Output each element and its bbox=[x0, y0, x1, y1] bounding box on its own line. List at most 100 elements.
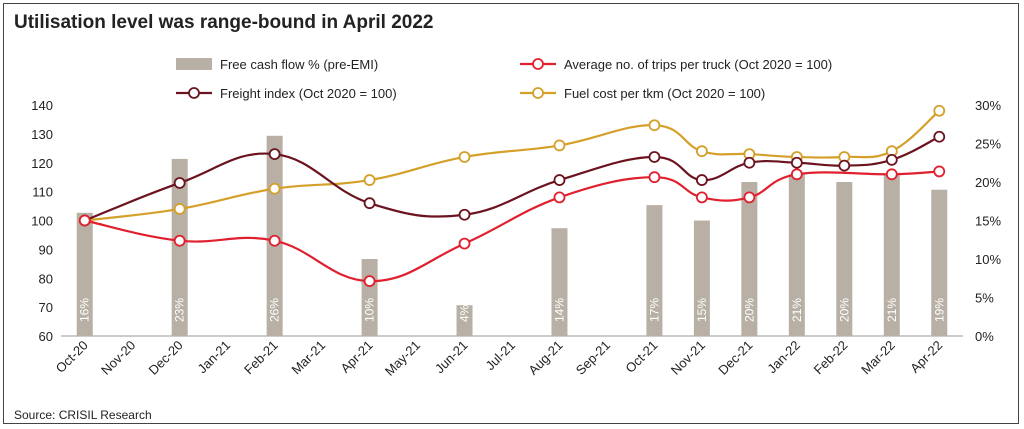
series-line bbox=[84, 135, 940, 222]
y-right-tick-label: 20% bbox=[975, 175, 1001, 190]
data-point bbox=[933, 130, 946, 143]
x-tick-label: Apr-22 bbox=[907, 338, 945, 376]
bar bbox=[788, 174, 805, 336]
bar-data-label: 19% bbox=[932, 298, 946, 322]
data-point bbox=[268, 148, 281, 160]
y-left-tick-label: 80 bbox=[39, 271, 53, 286]
data-point bbox=[268, 234, 281, 247]
data-point bbox=[268, 182, 281, 195]
bar bbox=[693, 220, 710, 336]
y-right-tick-label: 0% bbox=[975, 329, 994, 344]
chart-title: Utilisation level was range-bound in Apr… bbox=[14, 12, 434, 33]
bar-data-label: 10% bbox=[363, 298, 377, 322]
data-point bbox=[78, 214, 91, 227]
bar-data-label: 20% bbox=[742, 298, 756, 322]
legend-label: Free cash flow % (pre-EMI) bbox=[220, 57, 378, 72]
x-tick-label: Feb-21 bbox=[241, 338, 281, 378]
legend-label: Fuel cost per tkm (Oct 2020 = 100) bbox=[564, 86, 765, 101]
x-tick-label: Apr-21 bbox=[337, 338, 375, 376]
data-point bbox=[363, 174, 376, 186]
x-tick-label: Jun-21 bbox=[432, 338, 471, 377]
y-left-tick-label: 110 bbox=[32, 185, 53, 200]
legend-label: Freight index (Oct 2020 = 100) bbox=[220, 86, 397, 101]
bar bbox=[931, 189, 948, 336]
data-point bbox=[838, 159, 851, 172]
bar bbox=[456, 305, 473, 336]
y-right-tick-label: 30% bbox=[975, 98, 1001, 113]
data-point bbox=[885, 168, 898, 181]
bar-data-label: 21% bbox=[885, 298, 899, 322]
y-left-tick-label: 130 bbox=[31, 127, 53, 142]
data-point bbox=[743, 156, 756, 169]
y-right-tick-label: 15% bbox=[975, 214, 1001, 229]
bar-data-label: 4% bbox=[458, 304, 472, 322]
y-left-tick-label: 60 bbox=[39, 329, 53, 344]
source-note: Source: CRISIL Research bbox=[14, 408, 152, 422]
y-right-tick-label: 25% bbox=[975, 137, 1001, 152]
data-point bbox=[790, 156, 803, 169]
bar-data-label: 15% bbox=[695, 298, 709, 322]
x-tick-label: May-21 bbox=[382, 338, 423, 379]
legend-swatch bbox=[176, 58, 212, 70]
data-point bbox=[553, 191, 566, 204]
data-point bbox=[790, 168, 803, 181]
data-point bbox=[695, 145, 708, 158]
legend-marker bbox=[188, 87, 200, 99]
data-point bbox=[885, 153, 898, 166]
legend-marker bbox=[532, 87, 544, 99]
data-point bbox=[458, 151, 471, 163]
x-tick-label: Sep-21 bbox=[573, 338, 613, 378]
x-tick-label: Mar-21 bbox=[288, 338, 328, 378]
y-left-tick-label: 100 bbox=[31, 214, 53, 229]
data-point bbox=[695, 191, 708, 204]
x-tick-label: Nov-21 bbox=[668, 338, 708, 378]
x-tick-label: Jan-21 bbox=[195, 338, 234, 377]
data-point bbox=[363, 275, 376, 288]
bar bbox=[646, 205, 663, 336]
x-tick-label: Jan-22 bbox=[764, 338, 803, 377]
y-left-tick-label: 70 bbox=[39, 300, 53, 315]
bar bbox=[76, 212, 93, 336]
x-tick-label: Aug-21 bbox=[525, 338, 565, 378]
bar bbox=[361, 259, 378, 336]
bar-data-label: 21% bbox=[790, 298, 804, 322]
x-tick-label: Feb-22 bbox=[811, 338, 851, 378]
legend-marker bbox=[532, 58, 544, 70]
x-tick-label: Dec-21 bbox=[715, 338, 755, 378]
data-point bbox=[648, 151, 661, 163]
data-point bbox=[458, 237, 471, 250]
bar-data-label: 26% bbox=[268, 298, 282, 322]
data-point bbox=[648, 119, 661, 132]
data-point bbox=[933, 104, 946, 117]
bar bbox=[171, 158, 188, 336]
x-tick-label: Nov-20 bbox=[98, 338, 138, 378]
data-point bbox=[648, 171, 661, 184]
series-line bbox=[84, 170, 940, 283]
y-left-tick-label: 90 bbox=[39, 242, 53, 257]
data-point bbox=[553, 139, 566, 152]
x-tick-label: Oct-20 bbox=[53, 338, 91, 376]
x-tick-label: Oct-21 bbox=[622, 338, 660, 376]
bar bbox=[741, 182, 758, 336]
y-right-tick-label: 10% bbox=[975, 252, 1001, 267]
x-tick-label: Dec-20 bbox=[146, 338, 186, 378]
data-point bbox=[173, 203, 186, 215]
y-left-tick-label: 140 bbox=[31, 98, 53, 113]
data-point bbox=[553, 174, 566, 186]
data-point bbox=[695, 174, 708, 186]
data-point bbox=[933, 165, 946, 178]
data-point bbox=[173, 234, 186, 247]
series-line bbox=[84, 109, 940, 222]
bar-data-label: 14% bbox=[552, 298, 566, 322]
legend-label: Average no. of trips per truck (Oct 2020… bbox=[564, 57, 832, 72]
bar bbox=[551, 228, 568, 336]
y-right-tick-label: 5% bbox=[975, 291, 994, 306]
bar-data-label: 23% bbox=[173, 298, 187, 322]
y-left-tick-label: 120 bbox=[31, 156, 53, 171]
bar-data-label: 16% bbox=[78, 298, 92, 322]
x-tick-label: Jul-21 bbox=[482, 338, 518, 374]
bar-data-label: 20% bbox=[837, 298, 851, 322]
bar bbox=[836, 182, 853, 336]
data-point bbox=[363, 197, 376, 210]
